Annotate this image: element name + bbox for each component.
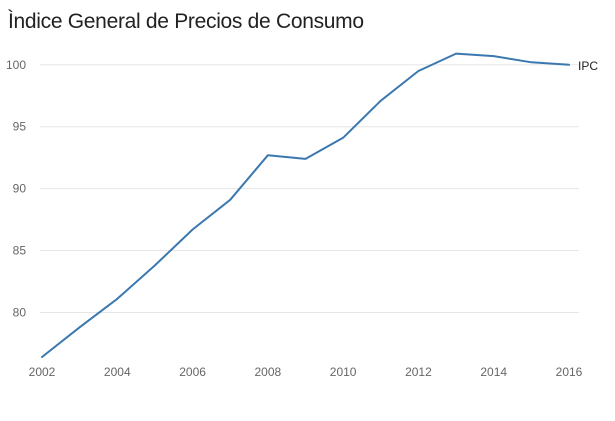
x-tick-label-2012: 2012 [405, 365, 432, 379]
x-tick-label-2002: 2002 [29, 365, 56, 379]
x-tick-label-2010: 2010 [330, 365, 357, 379]
y-axis-tick-labels: 80 85 90 95 100 [6, 58, 26, 320]
y-tick-label-80: 80 [13, 305, 27, 319]
series-line-ipc [41, 52, 570, 358]
y-tick-label-100: 100 [6, 58, 26, 72]
x-tick-label-2006: 2006 [179, 365, 206, 379]
series-label: IPC [578, 59, 598, 73]
x-tick-label-2004: 2004 [104, 365, 131, 379]
chart-title: Ìndice General de Precios de Consumo [8, 10, 364, 33]
y-tick-label-95: 95 [13, 120, 27, 134]
y-tick-label-90: 90 [13, 182, 27, 196]
y-tick-label-85: 85 [13, 244, 27, 258]
x-tick-label-2008: 2008 [255, 365, 282, 379]
x-tick-label-2014: 2014 [480, 365, 507, 379]
x-tick-label-2016: 2016 [556, 365, 583, 379]
series-group: IPC [41, 52, 598, 358]
x-axis-tick-labels: 2002 2004 2006 2008 2010 2012 2014 2016 [29, 365, 583, 379]
gridlines [40, 64, 579, 313]
